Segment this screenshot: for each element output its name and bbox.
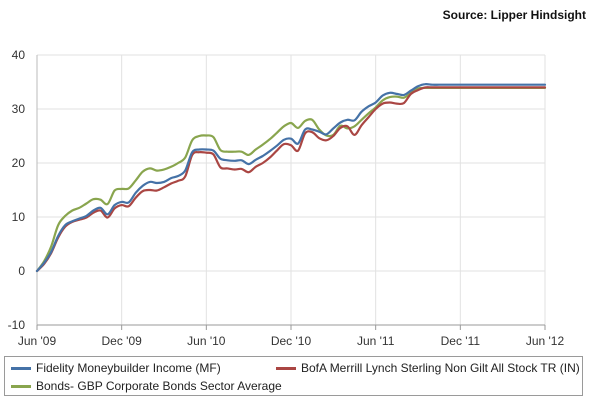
y-tick-label: 20 [12, 156, 26, 170]
legend-label-bonds: Bonds- GBP Corporate Bonds Sector Averag… [36, 379, 282, 393]
source-label: Source: Lipper Hindsight [442, 8, 586, 22]
legend-item-bonds[interactable]: Bonds- GBP Corporate Bonds Sector Averag… [11, 378, 282, 394]
y-tick-label: 10 [12, 210, 26, 224]
chart-legend: Fidelity Moneybuilder Income (MF) BofA M… [4, 356, 583, 396]
x-axis-ticks: Jun '09 Dec '09 Jun '10 Dec '10 Jun '11 Dec '… [18, 334, 565, 348]
x-tick-label: Jun '11 [357, 334, 395, 348]
y-axis-ticks: -10 0 10 20 30 40 [8, 48, 26, 332]
x-tick-label: Dec '11 [441, 334, 481, 348]
x-tick-label: Jun '09 [18, 334, 57, 348]
x-tick-label: Jun '12 [526, 334, 565, 348]
series-line-bofa [35, 86, 547, 273]
legend-swatch-bonds [11, 384, 31, 388]
legend-item-bofa[interactable]: BofA Merrill Lynch Sterling Non Gilt All… [276, 360, 580, 376]
y-tick-label: 0 [18, 264, 25, 278]
legend-label-fidelity: Fidelity Moneybuilder Income (MF) [36, 361, 221, 375]
legend-item-fidelity[interactable]: Fidelity Moneybuilder Income (MF) [11, 360, 221, 376]
legend-swatch-bofa [276, 366, 296, 370]
y-tick-label: 30 [12, 102, 26, 116]
series-lines [35, 83, 547, 273]
y-tick-label: -10 [8, 318, 26, 332]
x-tick-label: Jun '10 [187, 334, 226, 348]
x-tick-label: Dec '10 [271, 334, 312, 348]
line-chart: -10 0 10 20 30 40 Jun '09 Dec '09 Jun '10 Dec '1… [8, 48, 565, 348]
series-line-fidelity [35, 83, 547, 273]
y-tick-label: 40 [12, 48, 26, 62]
x-tick-label: Dec '09 [102, 334, 143, 348]
legend-label-bofa: BofA Merrill Lynch Sterling Non Gilt All… [301, 361, 580, 375]
legend-swatch-fidelity [11, 366, 31, 370]
